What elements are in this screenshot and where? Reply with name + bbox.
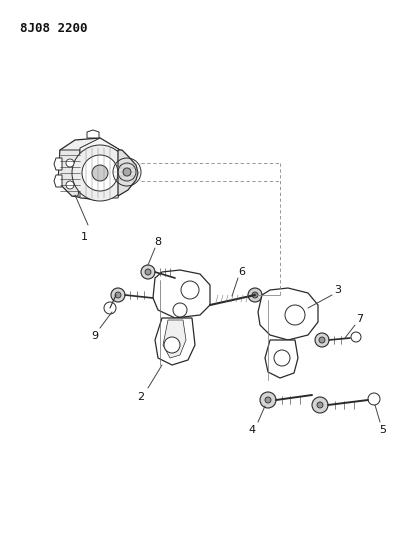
Text: 1: 1 [80, 232, 88, 242]
Polygon shape [54, 158, 62, 170]
Polygon shape [118, 150, 138, 196]
Circle shape [104, 302, 116, 314]
Circle shape [181, 281, 199, 299]
Circle shape [351, 332, 361, 342]
Circle shape [315, 333, 329, 347]
Circle shape [317, 402, 323, 408]
Circle shape [72, 145, 128, 201]
Circle shape [111, 288, 125, 302]
Text: 9: 9 [92, 331, 99, 341]
Text: 4: 4 [248, 425, 256, 435]
Circle shape [368, 393, 380, 405]
Circle shape [274, 350, 290, 366]
Text: 6: 6 [238, 267, 246, 277]
Text: 8J08 2200: 8J08 2200 [20, 22, 88, 35]
Polygon shape [58, 150, 80, 196]
Polygon shape [153, 270, 210, 318]
Polygon shape [155, 318, 195, 365]
Circle shape [164, 337, 180, 353]
Text: 2: 2 [137, 392, 144, 402]
Circle shape [260, 392, 276, 408]
Circle shape [145, 269, 151, 275]
Polygon shape [58, 138, 122, 200]
Circle shape [319, 337, 325, 343]
Circle shape [252, 292, 258, 298]
Circle shape [285, 305, 305, 325]
Polygon shape [87, 130, 99, 138]
Circle shape [123, 168, 131, 176]
Circle shape [265, 397, 271, 403]
Polygon shape [54, 175, 62, 187]
Text: 3: 3 [334, 285, 341, 295]
Circle shape [173, 303, 187, 317]
Circle shape [92, 165, 108, 181]
Circle shape [312, 397, 328, 413]
Polygon shape [258, 288, 318, 340]
Circle shape [115, 292, 121, 298]
Text: 7: 7 [357, 314, 363, 324]
Circle shape [248, 288, 262, 302]
Text: 5: 5 [380, 425, 386, 435]
Circle shape [66, 181, 74, 189]
Circle shape [66, 159, 74, 167]
Circle shape [82, 155, 118, 191]
Polygon shape [265, 340, 298, 378]
Polygon shape [80, 138, 122, 198]
Circle shape [141, 265, 155, 279]
Text: 8: 8 [154, 237, 162, 247]
Polygon shape [163, 320, 186, 358]
